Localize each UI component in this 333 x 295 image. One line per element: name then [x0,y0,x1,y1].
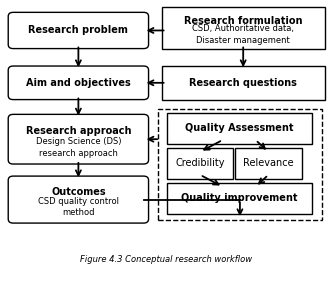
Text: Research approach: Research approach [26,126,131,136]
FancyBboxPatch shape [8,114,149,164]
FancyBboxPatch shape [159,109,322,220]
FancyBboxPatch shape [8,66,149,100]
FancyBboxPatch shape [166,183,312,214]
Text: Research problem: Research problem [28,25,128,35]
Text: Quality Assessment: Quality Assessment [185,123,293,133]
Text: Quality improvement: Quality improvement [181,193,297,203]
Text: Design Science (DS)
research approach: Design Science (DS) research approach [36,137,121,158]
Text: Research formulation: Research formulation [184,16,302,26]
FancyBboxPatch shape [162,7,325,49]
FancyBboxPatch shape [8,12,149,49]
FancyBboxPatch shape [166,148,233,179]
FancyBboxPatch shape [235,148,302,179]
Text: Relevance: Relevance [243,158,294,168]
Text: CSD, Authoritative data,
Disaster management: CSD, Authoritative data, Disaster manage… [192,24,294,45]
Text: CSD quality control
method: CSD quality control method [38,197,119,217]
FancyBboxPatch shape [8,176,149,223]
Text: Credibility: Credibility [175,158,225,168]
Text: Aim and objectives: Aim and objectives [26,78,131,88]
Text: Outcomes: Outcomes [51,187,106,197]
Text: Figure 4.3 Conceptual research workflow: Figure 4.3 Conceptual research workflow [81,255,252,264]
FancyBboxPatch shape [166,113,312,144]
Text: Research questions: Research questions [189,78,297,88]
FancyBboxPatch shape [162,66,325,100]
